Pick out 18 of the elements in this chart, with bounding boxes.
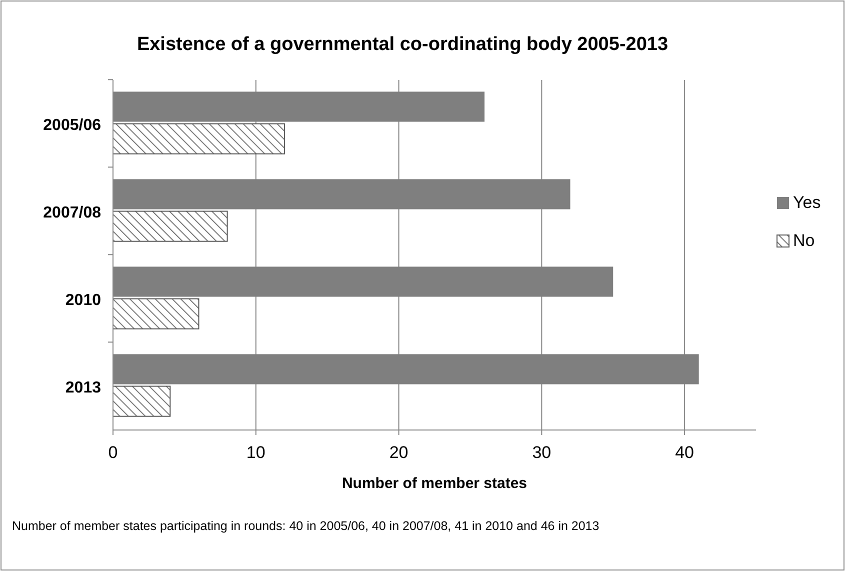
text: Number of member states participating in rounds: 40 in 2005/06, 40 in 2007/08, 41 in 2010 and 46 in 2013: [12, 519, 600, 533]
y-tick-label: 2013: [65, 379, 102, 396]
x-tick-label: 30: [532, 443, 552, 462]
y-tick-label: 2005/06: [43, 116, 102, 134]
x-tick-label: 20: [389, 443, 408, 462]
x-axis-title: Number of member states: [342, 475, 528, 492]
legend-label: No: [793, 231, 815, 250]
x-tick-label: 0: [108, 443, 118, 462]
bar: [112, 123, 285, 154]
bar: [112, 386, 171, 417]
bar: [112, 298, 200, 330]
bar: [112, 210, 228, 242]
legend-label: Yes: [793, 193, 821, 212]
x-tick-label: 40: [675, 443, 694, 462]
x-tick-label: 10: [246, 443, 266, 462]
y-tick-label: 2010: [65, 292, 102, 309]
chart-title: Existence of a governmental co-ordinating body 2005-2013: [136, 34, 668, 55]
y-tick-label: 2007/08: [43, 204, 102, 222]
